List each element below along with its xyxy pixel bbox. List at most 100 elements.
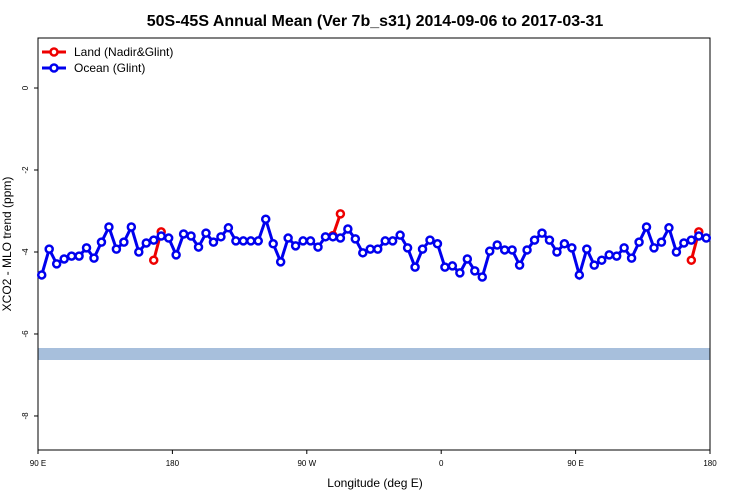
point [320,232,331,242]
point [402,243,413,253]
point [298,236,308,246]
mask-band [38,348,710,360]
point [596,255,607,265]
point [589,260,600,270]
point [477,272,488,282]
point [253,236,264,246]
point [567,243,577,253]
point [522,245,532,255]
point [275,257,286,267]
point [611,251,622,261]
point [417,244,428,254]
point [499,245,510,255]
point [582,244,592,254]
legend-label: Ocean (Glint) [74,61,145,75]
point [455,268,465,278]
point [641,222,652,232]
legend-marker [49,47,59,57]
point [462,254,473,264]
point [313,242,323,252]
point [126,222,137,232]
point [544,235,555,245]
point [290,241,301,251]
point [447,261,458,271]
legend-marker [49,63,59,73]
point [141,238,152,248]
y-tick-label: -8 [21,412,30,420]
point [134,247,144,257]
point [387,236,398,246]
point [156,231,166,241]
point [201,228,211,238]
point [36,270,47,280]
y-tick-label: -6 [21,330,30,338]
point [656,237,667,247]
point [186,231,196,241]
point [59,254,69,264]
point [178,229,189,239]
point [425,235,435,245]
point [470,266,480,276]
point [537,228,547,238]
y-tick-label: -2 [21,166,30,174]
point [350,234,361,244]
y-tick-label: 0 [21,85,30,90]
point [148,255,159,265]
point [111,244,122,254]
point [238,236,249,246]
point [552,247,562,257]
legend-label: Land (Nadir&Glint) [74,45,173,59]
point [365,244,376,254]
point [89,253,99,263]
point [694,231,704,241]
point [440,262,450,272]
x-tick-label: 90 W [297,459,316,468]
point [223,223,234,233]
point [335,233,346,243]
x-tick-label: 90 E [30,459,46,468]
point [634,237,644,247]
point [328,232,338,242]
y-tick-label: -4 [21,248,30,256]
point [604,250,614,260]
point [529,235,540,245]
point [246,236,256,246]
point [671,247,682,257]
point [432,239,443,249]
x-axis-label: Longitude (deg E) [327,476,422,490]
x-tick-label: 180 [703,459,717,468]
point [148,235,159,245]
point [335,209,346,219]
point [492,240,502,250]
point [268,239,278,249]
point [507,245,517,255]
point [163,233,174,243]
point [664,223,674,233]
point [193,242,204,252]
plot-frame [37,37,711,451]
point [484,246,495,256]
point [208,237,219,247]
chart-title: 50S-45S Annual Mean (Ver 7b_s31) 2014-09… [147,13,604,30]
point [231,236,241,246]
point [283,233,293,243]
x-tick-label: 180 [166,459,180,468]
x-tick-label: 90 E [567,459,583,468]
point [171,250,181,260]
x-tick-label: 0 [439,459,444,468]
point [119,237,129,247]
point [626,253,637,263]
point [216,232,226,242]
point [701,233,712,243]
point [343,224,353,234]
point [380,236,390,246]
point [51,259,62,269]
point [679,238,689,248]
point [574,270,585,280]
point [514,260,525,270]
point [395,230,405,240]
point [44,244,54,254]
point [410,262,420,272]
point [649,243,659,253]
